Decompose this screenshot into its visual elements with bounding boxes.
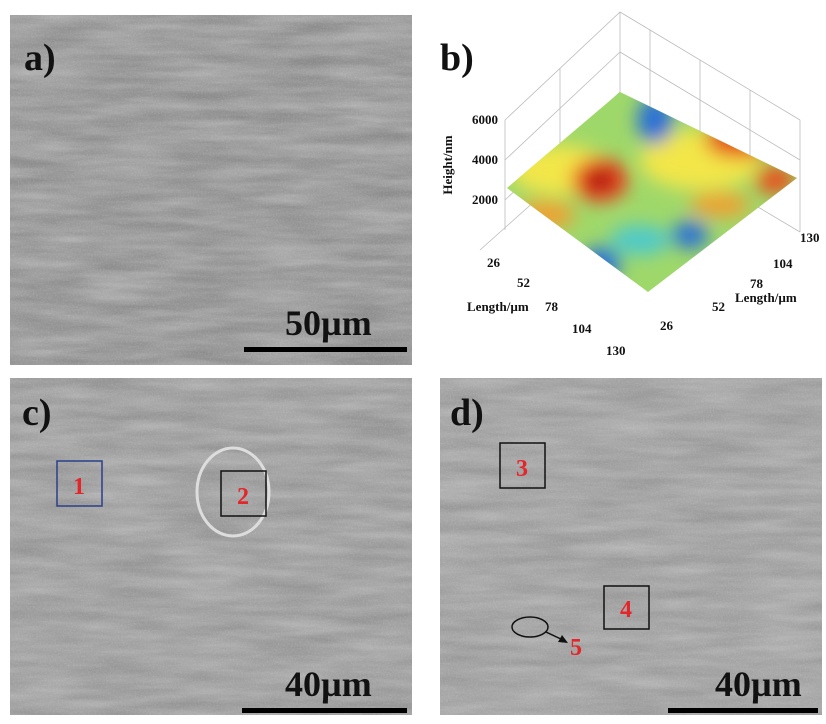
panel-label: b) — [440, 37, 474, 79]
scale-bar — [668, 708, 818, 713]
panel-b: b) Height/nm 6000 4000 2000 26 52 78 104… — [440, 12, 820, 358]
scale-bar-label: 40µm — [285, 664, 372, 704]
panel-a: a) 50µm — [10, 15, 412, 365]
top-edge — [505, 12, 800, 120]
tick-label: 6000 — [472, 112, 498, 127]
tick-label: 78 — [545, 299, 559, 314]
tick-label: 26 — [487, 255, 501, 270]
scale-bar — [244, 347, 407, 352]
marker-label: 1 — [73, 474, 85, 500]
panel-label: c) — [22, 392, 52, 434]
tick-label: 104 — [773, 256, 793, 271]
tick-label: 104 — [572, 321, 592, 336]
tick-label: 2000 — [472, 192, 498, 207]
marker-label: 5 — [570, 635, 582, 661]
marker-label: 2 — [237, 484, 249, 510]
scale-bar — [242, 708, 407, 713]
marker-label: 4 — [620, 597, 632, 623]
scale-bar-label: 40µm — [715, 664, 802, 704]
panel-d: d) 3 4 5 40µm — [440, 378, 822, 715]
tick-label: 52 — [712, 299, 725, 314]
tick-label: 78 — [750, 276, 764, 291]
axis-label: Length/µm — [467, 299, 529, 314]
panel-label: d) — [450, 392, 484, 434]
tick-label: 52 — [517, 275, 530, 290]
panel-c: c) 1 2 40µm — [10, 378, 412, 715]
tick-label: 130 — [800, 230, 820, 245]
panel-label: a) — [24, 37, 56, 79]
tick-label: 4000 — [472, 152, 498, 167]
figure: a) 50µm b) Height/nm 6000 4000 2000 26 5… — [0, 0, 826, 719]
tick-label: 26 — [660, 318, 674, 333]
axis-label: Length/µm — [735, 290, 797, 305]
marker-label: 3 — [516, 456, 528, 482]
tick-label: 130 — [606, 343, 626, 358]
axis-label: Height/nm — [440, 135, 455, 194]
surface — [500, 80, 800, 295]
scale-bar-label: 50µm — [285, 303, 372, 343]
